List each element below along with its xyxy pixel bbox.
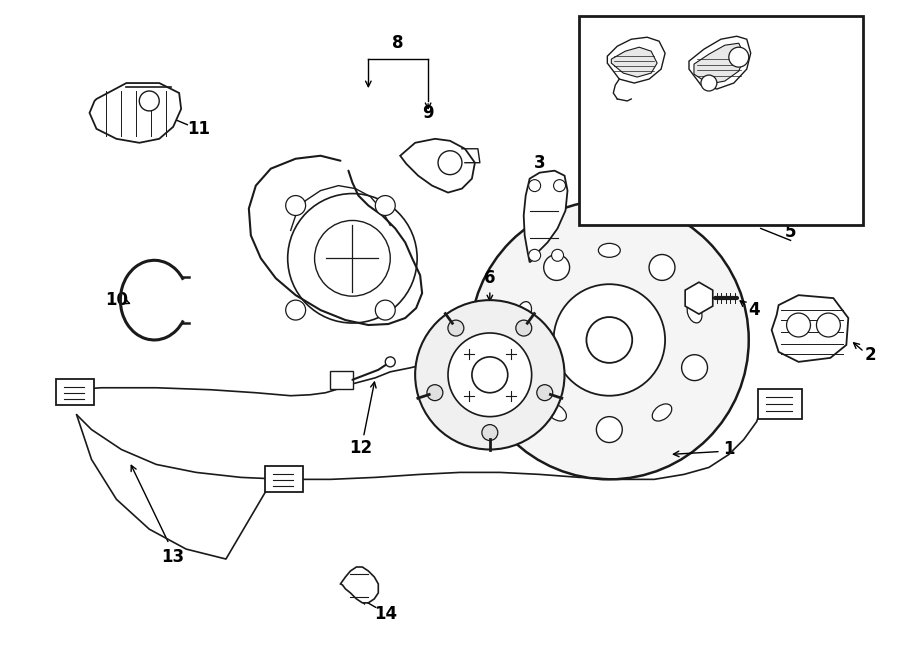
Ellipse shape (547, 404, 566, 421)
Circle shape (472, 357, 508, 393)
Circle shape (554, 180, 565, 192)
Text: 10: 10 (105, 291, 128, 309)
Text: 9: 9 (422, 104, 434, 122)
Ellipse shape (517, 301, 532, 323)
Circle shape (528, 249, 541, 261)
Text: 14: 14 (374, 605, 397, 623)
Text: 12: 12 (349, 438, 372, 457)
Text: 6: 6 (484, 269, 496, 288)
Circle shape (701, 75, 717, 91)
Circle shape (427, 385, 443, 401)
Polygon shape (400, 139, 475, 192)
Polygon shape (608, 37, 665, 83)
Circle shape (729, 47, 749, 67)
Circle shape (587, 317, 632, 363)
Circle shape (511, 355, 537, 381)
Circle shape (448, 320, 464, 336)
FancyBboxPatch shape (56, 379, 94, 405)
Text: 11: 11 (187, 120, 211, 138)
Circle shape (649, 254, 675, 280)
Circle shape (470, 200, 749, 479)
Bar (580, 17, 863, 225)
Text: 3: 3 (534, 154, 545, 172)
Polygon shape (771, 295, 849, 362)
Circle shape (415, 300, 564, 449)
Circle shape (536, 385, 553, 401)
Text: 7: 7 (484, 420, 496, 439)
Text: 1: 1 (723, 440, 734, 459)
Circle shape (285, 196, 306, 215)
Text: 8: 8 (392, 34, 404, 52)
Circle shape (448, 333, 532, 416)
Circle shape (554, 284, 665, 396)
Circle shape (375, 196, 395, 215)
FancyBboxPatch shape (758, 389, 802, 418)
Circle shape (552, 249, 563, 261)
FancyBboxPatch shape (329, 371, 354, 389)
Circle shape (375, 300, 395, 320)
Circle shape (544, 254, 570, 280)
Ellipse shape (687, 301, 702, 323)
Ellipse shape (652, 404, 671, 421)
Polygon shape (524, 171, 568, 262)
Circle shape (681, 355, 707, 381)
Circle shape (516, 320, 532, 336)
Polygon shape (340, 567, 378, 603)
Ellipse shape (598, 243, 620, 257)
Circle shape (816, 313, 841, 337)
Polygon shape (689, 36, 751, 89)
Polygon shape (89, 83, 181, 143)
Circle shape (482, 424, 498, 440)
Text: 5: 5 (785, 223, 796, 241)
Text: 13: 13 (162, 548, 184, 566)
Circle shape (385, 357, 395, 367)
Circle shape (285, 300, 306, 320)
Circle shape (140, 91, 159, 111)
Circle shape (597, 416, 622, 442)
Polygon shape (694, 43, 745, 84)
FancyBboxPatch shape (265, 467, 302, 492)
Circle shape (787, 313, 811, 337)
Polygon shape (611, 47, 657, 77)
Polygon shape (685, 282, 713, 314)
Text: 2: 2 (864, 346, 876, 364)
Circle shape (438, 151, 462, 175)
Circle shape (528, 180, 541, 192)
Text: 4: 4 (748, 301, 760, 319)
